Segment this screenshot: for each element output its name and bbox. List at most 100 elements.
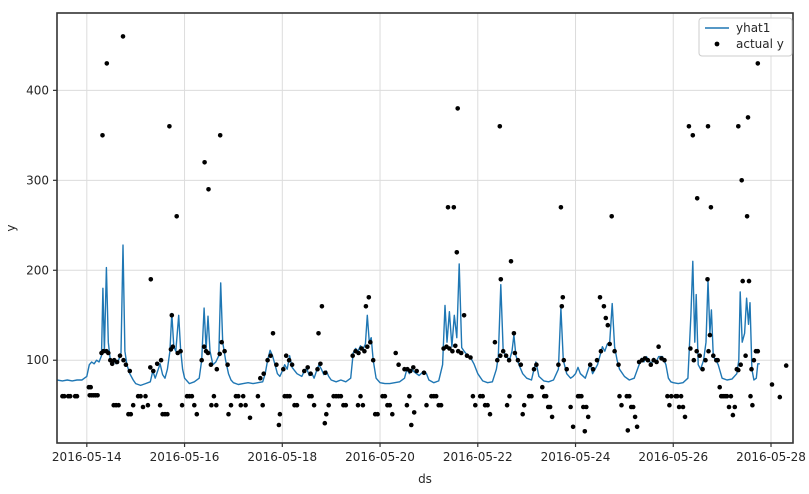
actual-y-point bbox=[686, 124, 692, 129]
actual-y-point bbox=[632, 414, 638, 420]
actual-y-point bbox=[407, 393, 412, 399]
actual-y-point bbox=[678, 393, 684, 399]
actual-y-point bbox=[680, 404, 686, 410]
axis-ticks: 2016-05-14 2016-05-16 2016-05-18 2016-05-20… bbox=[26, 83, 806, 464]
actual-y-point bbox=[521, 402, 527, 408]
actual-y-point bbox=[559, 304, 565, 309]
actual-y-point bbox=[127, 368, 133, 374]
actual-y-point bbox=[561, 357, 567, 363]
actual-y-point bbox=[62, 393, 67, 399]
actual-y-point bbox=[318, 361, 323, 367]
actual-y-point bbox=[607, 341, 612, 347]
actual-y-point bbox=[109, 361, 115, 367]
actual-y-point bbox=[584, 404, 589, 410]
actual-y-point bbox=[744, 214, 750, 219]
actual-y-point bbox=[225, 362, 230, 368]
actual-y-point bbox=[769, 382, 775, 387]
actual-y-point bbox=[665, 393, 670, 399]
actual-y-point bbox=[598, 348, 604, 354]
actual-y-point bbox=[619, 402, 624, 408]
actual-y-point bbox=[706, 348, 711, 354]
actual-y-point bbox=[617, 393, 622, 399]
actual-y-point bbox=[148, 277, 154, 282]
actual-y-point bbox=[411, 365, 416, 370]
x-tick-label: 2016-05-16 bbox=[150, 450, 220, 464]
actual-y-point bbox=[605, 322, 611, 328]
actual-y-point bbox=[783, 363, 789, 368]
actual-y-point bbox=[694, 348, 699, 354]
actual-y-point bbox=[674, 393, 680, 399]
actual-y-point bbox=[375, 411, 380, 417]
actual-y-point bbox=[529, 393, 534, 399]
actual-y-point bbox=[508, 259, 514, 264]
actual-y-point bbox=[728, 393, 734, 399]
actual-y-point bbox=[243, 402, 248, 408]
actual-y-point bbox=[104, 61, 110, 66]
actual-y-point bbox=[777, 394, 783, 400]
actual-y-point bbox=[154, 361, 160, 367]
actual-y-point bbox=[302, 368, 307, 374]
actual-y-point bbox=[745, 115, 751, 120]
y-axis-label: y bbox=[4, 224, 18, 231]
actual-y-point bbox=[717, 384, 722, 390]
actual-y-point bbox=[236, 393, 241, 399]
actual-y-point bbox=[531, 366, 537, 372]
actual-y-point bbox=[498, 353, 503, 359]
actual-y-point bbox=[359, 346, 364, 351]
actual-y-point bbox=[201, 344, 207, 350]
actual-y-point bbox=[145, 402, 151, 408]
legend-point-sample bbox=[714, 41, 720, 47]
actual-y-point bbox=[362, 348, 367, 354]
actual-y-point bbox=[211, 393, 217, 399]
actual-y-point bbox=[309, 393, 314, 399]
actual-y-point bbox=[616, 362, 621, 368]
actual-y-point bbox=[564, 366, 569, 372]
actual-y-point bbox=[487, 411, 493, 417]
actual-y-point bbox=[120, 34, 126, 39]
actual-y-point bbox=[634, 424, 640, 430]
actual-y-point bbox=[358, 393, 363, 399]
actual-y-point bbox=[726, 404, 732, 410]
actual-y-point bbox=[277, 411, 283, 417]
actual-y-point bbox=[547, 404, 553, 410]
actual-y-point bbox=[662, 357, 667, 363]
plot-area bbox=[57, 13, 793, 443]
actual-y-point bbox=[192, 402, 197, 408]
actual-y-point bbox=[497, 124, 503, 129]
actual-y-point bbox=[700, 366, 705, 372]
actual-y-point bbox=[560, 295, 566, 300]
actual-y-point bbox=[409, 422, 414, 428]
actual-y-point bbox=[601, 304, 607, 309]
actual-y-point bbox=[287, 393, 292, 399]
actual-y-point bbox=[549, 414, 555, 420]
actual-y-point bbox=[343, 402, 349, 408]
actual-y-point bbox=[691, 357, 697, 363]
actual-y-point bbox=[270, 331, 276, 336]
actual-y-point bbox=[694, 196, 700, 201]
actual-y-point bbox=[520, 411, 525, 417]
actual-y-point bbox=[355, 402, 361, 408]
actual-y-point bbox=[108, 357, 113, 363]
actual-y-point bbox=[447, 346, 452, 351]
actual-y-point bbox=[669, 393, 674, 399]
y-tick-label: 300 bbox=[26, 173, 49, 187]
actual-y-point bbox=[603, 315, 609, 321]
actual-y-point bbox=[736, 367, 741, 373]
actual-y-point bbox=[707, 332, 713, 338]
actual-y-point bbox=[504, 402, 510, 408]
actual-y-point bbox=[202, 160, 207, 165]
actual-y-point bbox=[697, 353, 702, 359]
actual-y-point bbox=[88, 384, 93, 390]
actual-y-point bbox=[582, 429, 588, 434]
actual-y-point bbox=[208, 362, 214, 368]
actual-y-point bbox=[543, 393, 549, 399]
actual-y-point bbox=[382, 393, 388, 399]
actual-y-point bbox=[738, 362, 743, 368]
actual-y-point bbox=[736, 124, 741, 129]
actual-y-point bbox=[217, 351, 222, 357]
x-axis-label: ds bbox=[418, 472, 432, 486]
actual-y-point bbox=[690, 133, 696, 138]
actual-y-point bbox=[750, 402, 755, 408]
actual-y-point bbox=[743, 353, 748, 359]
